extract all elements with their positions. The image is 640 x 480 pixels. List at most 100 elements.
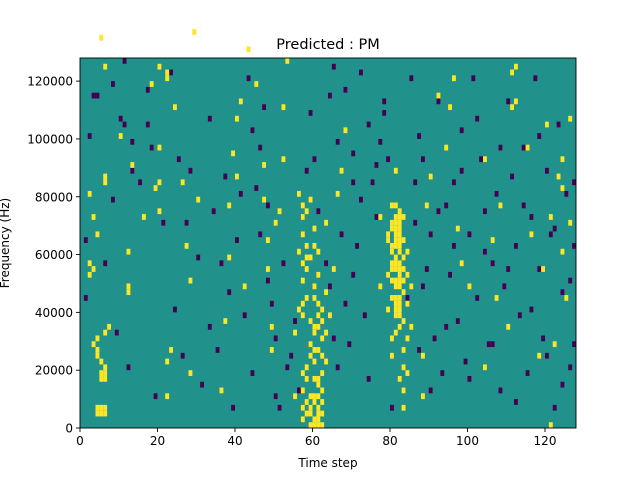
- heatmap-cell-high: [103, 370, 108, 376]
- heatmap-cell-high: [393, 300, 398, 307]
- heatmap-cell-low: [273, 335, 278, 342]
- y-tick-label: 80000: [35, 190, 73, 204]
- heatmap-cell-low: [335, 138, 340, 145]
- heatmap-cell-high: [397, 283, 402, 290]
- heatmap-cell-low: [130, 167, 135, 174]
- heatmap-cell-low: [335, 364, 340, 371]
- heatmap-cell-high: [393, 329, 398, 336]
- heatmap-cell-high: [300, 300, 305, 307]
- heatmap-cell-high: [91, 266, 96, 272]
- heatmap-cell-low: [386, 156, 390, 163]
- heatmap-cell-high: [393, 202, 398, 209]
- heatmap-cell-high: [335, 190, 340, 197]
- heatmap-cell-high: [401, 237, 406, 243]
- heatmap-cell-high: [192, 29, 197, 35]
- heatmap-cell-high: [320, 306, 325, 313]
- heatmap-cell-high: [262, 196, 266, 203]
- heatmap-cell-high: [386, 231, 390, 238]
- heatmap-cell-low: [506, 266, 511, 272]
- heatmap-cell-high: [397, 237, 402, 243]
- heatmap-cell-high: [401, 347, 406, 353]
- heatmap-cell-high: [568, 219, 573, 226]
- heatmap-cell-high: [235, 173, 239, 180]
- heatmap-cell-low: [103, 260, 108, 267]
- heatmap-cell-high: [506, 323, 511, 330]
- heatmap-cell-high: [300, 312, 305, 319]
- heatmap-cell-low: [467, 375, 472, 382]
- heatmap-cell-high: [91, 214, 96, 220]
- heatmap-cell-high: [312, 399, 317, 405]
- heatmap-cell-high: [529, 231, 534, 238]
- heatmap-cell-high: [316, 393, 321, 400]
- heatmap-cell-low: [428, 231, 433, 238]
- heatmap-cell-high: [494, 295, 499, 301]
- heatmap-cell-high: [401, 266, 406, 272]
- heatmap-cell-low: [235, 237, 239, 243]
- heatmap-cell-high: [339, 167, 344, 174]
- heatmap-cell-high: [312, 295, 317, 301]
- heatmap-cell-high: [103, 410, 108, 417]
- heatmap-cell-high: [103, 364, 108, 371]
- heatmap-cell-high: [281, 156, 286, 163]
- heatmap-cell-low: [444, 202, 449, 209]
- heatmap-cell-high: [467, 283, 472, 290]
- heatmap-cell-high: [304, 399, 309, 405]
- heatmap-cell-high: [537, 352, 542, 359]
- heatmap-cell-high: [312, 393, 317, 400]
- heatmap-cell-high: [87, 271, 92, 278]
- x-tick-label: 0: [76, 434, 84, 448]
- heatmap-cell-low: [548, 231, 553, 238]
- heatmap-cell-high: [397, 219, 402, 226]
- heatmap-cell-low: [316, 208, 321, 215]
- heatmap-cell-high: [308, 404, 313, 411]
- heatmap-cell-high: [297, 306, 301, 313]
- heatmap-cell-high: [444, 144, 449, 151]
- heatmap-cell-high: [304, 295, 309, 301]
- heatmap-cell-high: [308, 352, 313, 359]
- heatmap-cell-low: [149, 144, 154, 151]
- heatmap-cell-high: [320, 335, 325, 342]
- heatmap-cell-low: [347, 341, 352, 348]
- heatmap-cell-high: [300, 404, 305, 411]
- heatmap-cell-high: [560, 248, 565, 255]
- heatmap-cell-high: [269, 347, 274, 353]
- heatmap-cell-high: [397, 243, 402, 249]
- heatmap-cell-high: [169, 347, 173, 353]
- heatmap-cell-low: [568, 277, 573, 284]
- heatmap-cell-low: [525, 370, 530, 376]
- heatmap-cell-high: [126, 248, 131, 255]
- heatmap-cell-high: [99, 410, 104, 417]
- heatmap-cell-high: [393, 283, 398, 290]
- heatmap-cell-high: [300, 214, 305, 220]
- heatmap-cell-high: [312, 416, 317, 423]
- heatmap-cell-high: [316, 300, 321, 307]
- heatmap-cell-high: [401, 277, 406, 284]
- heatmap-cell-low: [238, 190, 243, 197]
- heatmap-cell-high: [397, 225, 402, 232]
- heatmap-cell-low: [572, 243, 576, 249]
- heatmap-cell-low: [227, 289, 232, 296]
- heatmap-cell-high: [99, 370, 104, 376]
- heatmap-cell-high: [95, 347, 100, 353]
- heatmap-cell-high: [196, 196, 201, 203]
- heatmap-background: [80, 58, 576, 428]
- heatmap-cell-high: [312, 329, 317, 336]
- chart-title: Predicted : PM: [276, 37, 379, 53]
- heatmap-cell-high: [180, 179, 185, 186]
- heatmap-cell-high: [238, 98, 243, 105]
- heatmap-cell-low: [262, 104, 266, 111]
- heatmap-cell-high: [316, 312, 321, 319]
- x-tick-label: 120: [534, 434, 557, 448]
- heatmap-cell-high: [390, 248, 394, 255]
- heatmap-cell-low: [529, 214, 534, 220]
- heatmap-cell-high: [269, 323, 274, 330]
- heatmap-cell-high: [262, 162, 266, 168]
- heatmap-cell-high: [393, 277, 398, 284]
- heatmap-cell-high: [386, 306, 390, 313]
- heatmap-cell-high: [324, 219, 328, 226]
- heatmap-cell-low: [211, 208, 216, 215]
- heatmap-cell-high: [320, 410, 325, 417]
- heatmap-cell-low: [490, 341, 495, 348]
- heatmap-cell-high: [165, 393, 170, 400]
- heatmap-cell-high: [514, 63, 518, 70]
